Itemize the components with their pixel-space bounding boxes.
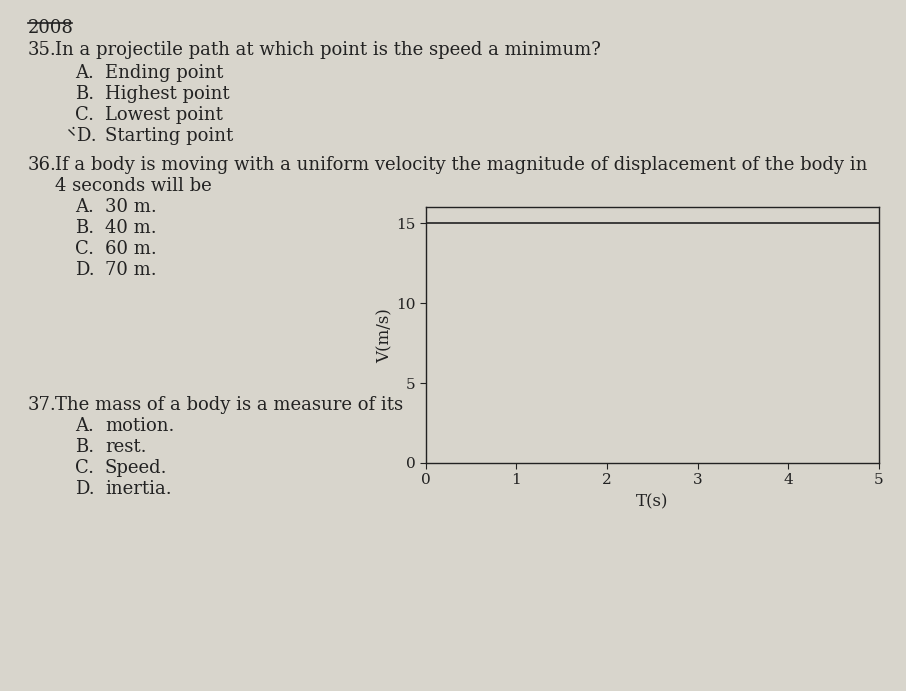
Text: Ending point: Ending point	[105, 64, 224, 82]
Text: 70 m.: 70 m.	[105, 261, 157, 279]
Text: motion.: motion.	[105, 417, 174, 435]
Text: 40 m.: 40 m.	[105, 219, 157, 237]
Text: rest.: rest.	[105, 438, 147, 456]
Text: Highest point: Highest point	[105, 85, 229, 103]
Text: If a body is moving with a uniform velocity the magnitude of displacement of the: If a body is moving with a uniform veloc…	[55, 156, 867, 174]
Text: B.: B.	[75, 85, 94, 103]
Text: C.: C.	[75, 459, 94, 477]
Text: The mass of a body is a measure of its: The mass of a body is a measure of its	[55, 396, 403, 414]
Text: 37.: 37.	[28, 396, 57, 414]
Text: 2008: 2008	[28, 19, 74, 37]
Text: D.: D.	[75, 480, 94, 498]
Text: A.: A.	[75, 64, 94, 82]
X-axis label: T(s): T(s)	[636, 493, 669, 510]
Text: C.: C.	[75, 240, 94, 258]
Text: A.: A.	[75, 198, 94, 216]
Text: Starting point: Starting point	[105, 127, 233, 145]
Text: C.: C.	[75, 106, 94, 124]
Text: 30 m.: 30 m.	[105, 198, 157, 216]
Text: Speed.: Speed.	[105, 459, 168, 477]
Text: B.: B.	[75, 438, 94, 456]
Text: 4 seconds will be: 4 seconds will be	[55, 177, 212, 195]
Text: 36.: 36.	[28, 156, 57, 174]
Text: In a projectile path at which point is the speed a minimum?: In a projectile path at which point is t…	[55, 41, 601, 59]
Text: ˙D.: ˙D.	[68, 127, 97, 145]
Text: B.: B.	[75, 219, 94, 237]
Y-axis label: V(m/s): V(m/s)	[376, 307, 393, 363]
Text: D.: D.	[75, 261, 94, 279]
Text: 60 m.: 60 m.	[105, 240, 157, 258]
Text: Lowest point: Lowest point	[105, 106, 223, 124]
Text: inertia.: inertia.	[105, 480, 171, 498]
Text: A.: A.	[75, 417, 94, 435]
Text: 35.: 35.	[28, 41, 57, 59]
